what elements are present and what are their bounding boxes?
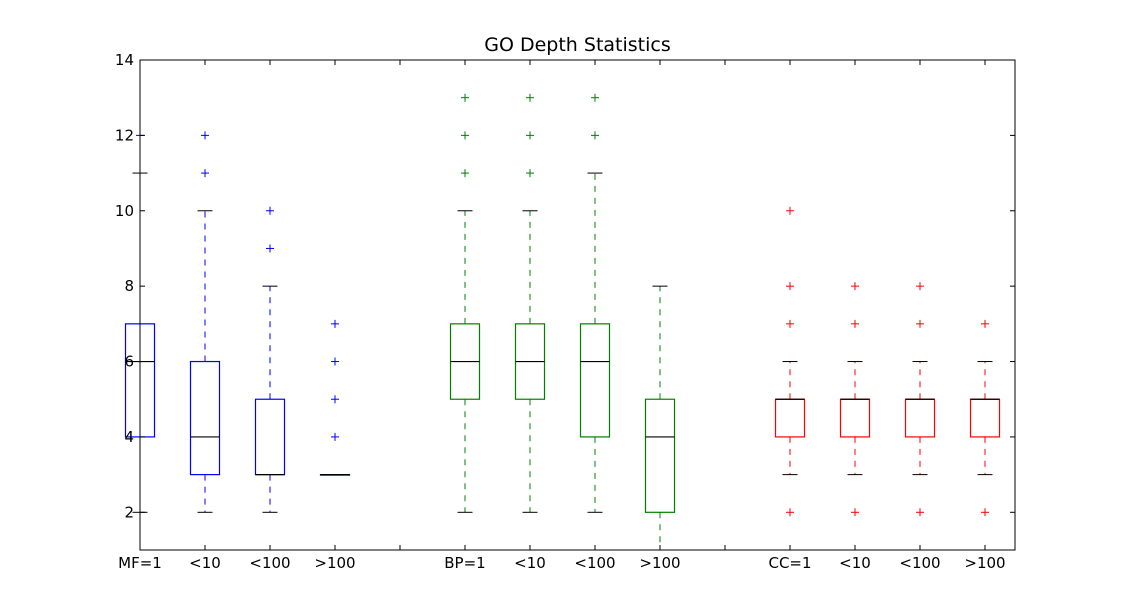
box-0-1 xyxy=(189,131,221,513)
outlier-marker xyxy=(916,282,924,291)
outlier-marker xyxy=(851,319,859,328)
y-tick-label: 10 xyxy=(115,202,134,220)
outlier-marker xyxy=(981,508,989,517)
box-iqr xyxy=(774,398,806,438)
outlier-marker xyxy=(331,395,339,404)
outlier-marker xyxy=(201,169,209,178)
outlier-marker xyxy=(266,244,274,253)
box-iqr xyxy=(579,323,611,438)
x-tick-label: <10 xyxy=(189,554,221,572)
plot-marks xyxy=(124,93,1001,551)
box-2-3 xyxy=(969,319,1001,517)
outlier-marker xyxy=(461,131,469,140)
outlier-marker xyxy=(591,131,599,140)
x-tick-label: MF=1 xyxy=(118,554,162,572)
x-tick-label: >100 xyxy=(964,554,1005,572)
outlier-marker xyxy=(851,282,859,291)
chart-title: GO Depth Statistics xyxy=(484,34,671,56)
x-tick-label: <10 xyxy=(839,554,871,572)
outlier-marker xyxy=(526,169,534,178)
x-tick-label: <100 xyxy=(899,554,940,572)
box-iqr xyxy=(254,398,286,476)
box-iqr xyxy=(904,398,936,438)
outlier-marker xyxy=(916,508,924,517)
outlier-marker xyxy=(981,319,989,328)
x-tick-label: <100 xyxy=(574,554,615,572)
outlier-marker xyxy=(786,206,794,215)
outlier-marker xyxy=(461,169,469,178)
box-2-2 xyxy=(904,282,936,517)
axes: MF=1 <10 <100 >100 BP=1 <10 <100 >100 CC=1 <10 <10… xyxy=(115,51,1016,572)
outlier-marker xyxy=(526,131,534,140)
outlier-marker xyxy=(786,319,794,328)
outlier-marker xyxy=(786,508,794,517)
outlier-marker xyxy=(266,206,274,215)
box-iqr xyxy=(189,360,221,476)
outlier-marker xyxy=(916,319,924,328)
box-1-3 xyxy=(644,285,676,551)
box-0-3 xyxy=(319,319,351,476)
x-tick-label: CC=1 xyxy=(768,554,811,572)
box-0-2 xyxy=(254,206,286,513)
outlier-marker xyxy=(786,282,794,291)
outlier-marker xyxy=(851,508,859,517)
outlier-marker xyxy=(201,131,209,140)
outlier-marker xyxy=(331,357,339,366)
box-iqr xyxy=(969,398,1001,438)
x-tick-label: <100 xyxy=(249,554,290,572)
x-tick-label: >100 xyxy=(639,554,680,572)
x-tick-label: BP=1 xyxy=(444,554,485,572)
outlier-marker xyxy=(331,432,339,441)
box-1-2 xyxy=(579,93,611,513)
y-tick-label: 8 xyxy=(124,277,134,295)
outlier-marker xyxy=(526,93,534,102)
outlier-marker xyxy=(461,93,469,102)
x-tick-label: >100 xyxy=(314,554,355,572)
y-tick-label: 2 xyxy=(124,503,134,521)
box-iqr xyxy=(839,398,871,438)
y-tick-label: 12 xyxy=(115,126,134,144)
axes-frame xyxy=(139,59,1016,551)
y-tick-label: 4 xyxy=(124,428,134,446)
box-2-0 xyxy=(774,206,806,517)
y-tick-label: 6 xyxy=(124,353,134,371)
box-2-1 xyxy=(839,282,871,517)
box-iqr xyxy=(644,398,676,513)
outlier-marker xyxy=(591,93,599,102)
y-tick-label: 14 xyxy=(115,51,134,69)
box-1-1 xyxy=(514,93,546,513)
box-1-0 xyxy=(449,93,481,513)
outlier-marker xyxy=(331,319,339,328)
x-tick-label: <10 xyxy=(514,554,546,572)
